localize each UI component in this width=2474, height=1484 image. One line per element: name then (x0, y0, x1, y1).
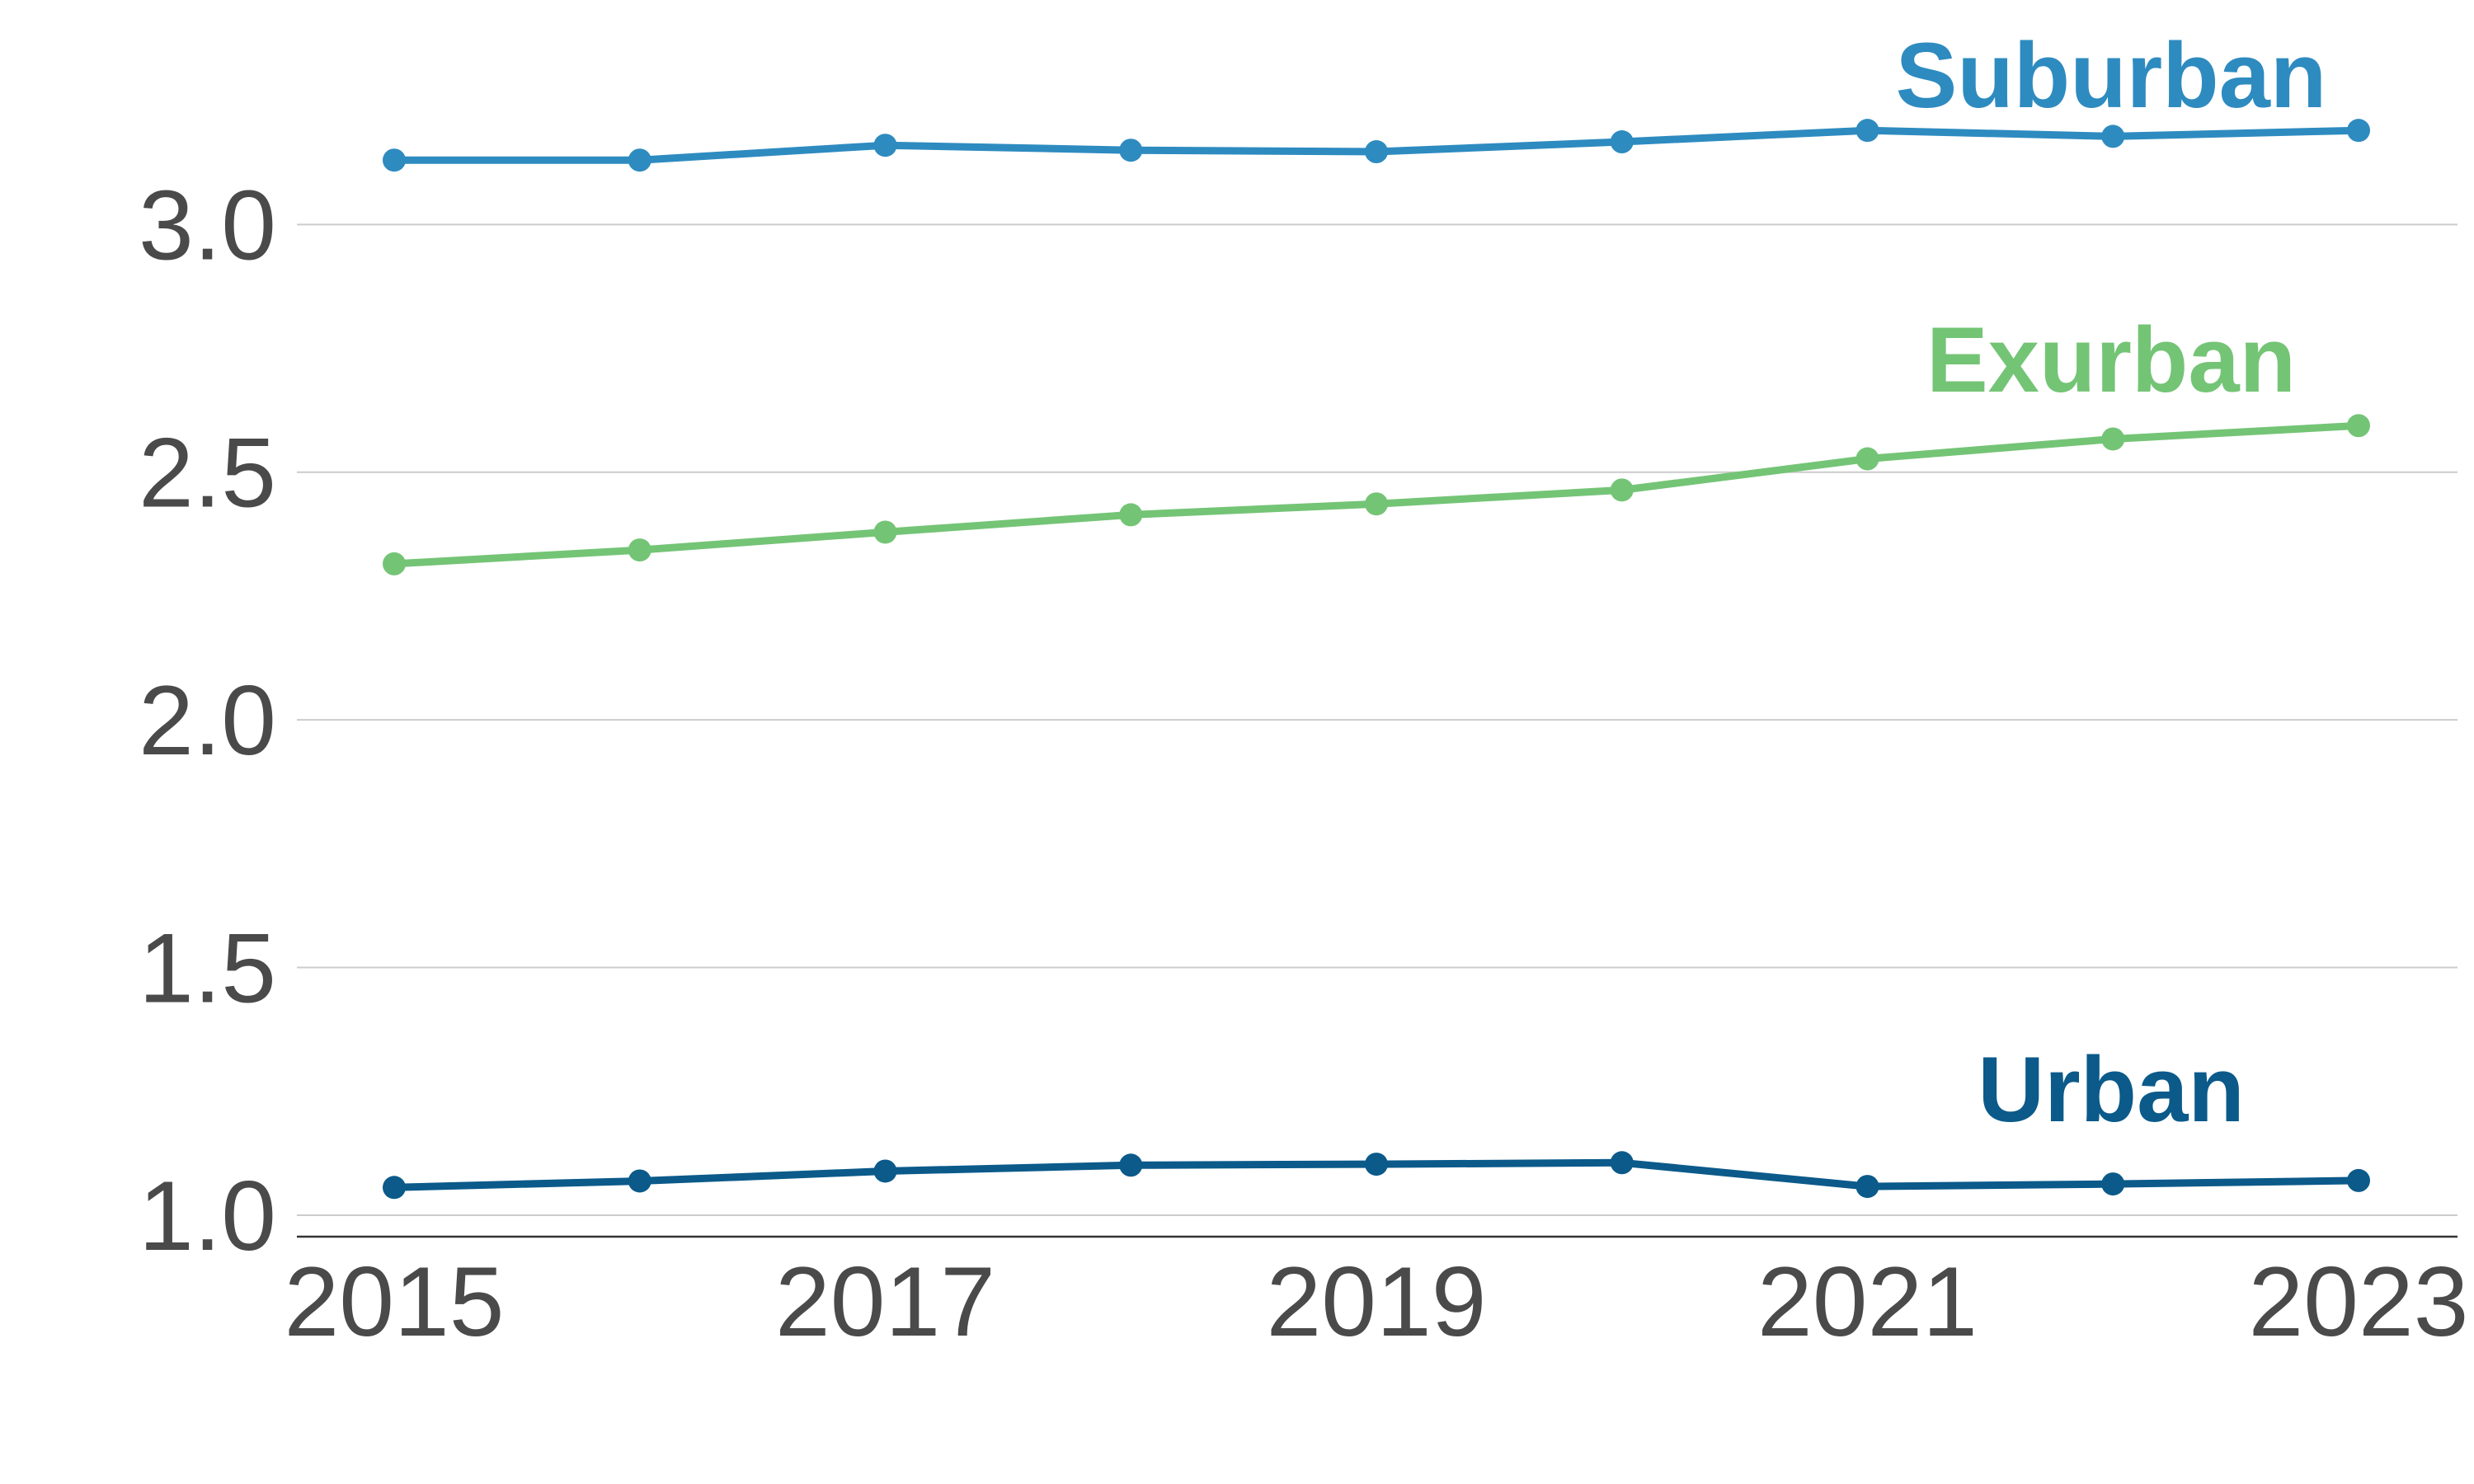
y-tick-label: 3.0 (139, 170, 276, 280)
data-point-urban-2020 (1610, 1151, 1634, 1175)
series-label-urban: Urban (1978, 1038, 2245, 1141)
data-point-suburban-2018 (1119, 139, 1143, 162)
data-point-exurban-2016 (628, 538, 651, 562)
x-axis-tick-labels: 2015 2017 2019 2021 2023 (285, 1247, 2469, 1357)
x-tick-label: 2015 (285, 1247, 505, 1357)
series-urban (383, 1151, 2370, 1200)
data-point-exurban-2017 (873, 520, 897, 544)
y-axis-tick-labels: 1.0 1.5 2.0 2.5 3.0 (139, 170, 276, 1271)
data-point-urban-2023 (2347, 1168, 2370, 1192)
series-suburban (383, 119, 2370, 172)
series-label-suburban: Suburban (1896, 24, 2327, 127)
data-point-urban-2022 (2101, 1172, 2125, 1196)
data-point-exurban-2021 (1856, 447, 1879, 471)
data-point-urban-2017 (873, 1159, 897, 1183)
data-point-exurban-2023 (2347, 414, 2370, 438)
data-point-suburban-2016 (628, 148, 651, 172)
y-tick-label: 2.0 (139, 665, 276, 776)
data-point-suburban-2017 (873, 134, 897, 157)
series-label-exurban: Exurban (1926, 308, 2296, 411)
data-point-suburban-2015 (383, 148, 406, 172)
data-point-exurban-2019 (1365, 492, 1388, 516)
data-point-exurban-2018 (1119, 503, 1143, 527)
y-tick-label: 2.5 (139, 418, 276, 528)
data-point-suburban-2019 (1365, 140, 1388, 164)
data-point-exurban-2015 (383, 552, 406, 575)
x-tick-label: 2021 (1757, 1247, 1978, 1357)
y-tick-label: 1.5 (139, 913, 276, 1024)
data-point-urban-2018 (1119, 1153, 1143, 1177)
data-point-suburban-2021 (1856, 119, 1879, 143)
data-point-suburban-2023 (2347, 119, 2370, 143)
series-exurban (383, 414, 2370, 575)
data-point-suburban-2020 (1610, 130, 1634, 154)
series-labels: Suburban Exurban Urban (1896, 24, 2327, 1141)
data-point-urban-2015 (383, 1176, 406, 1200)
series (383, 119, 2370, 1200)
data-point-urban-2021 (1856, 1175, 1879, 1199)
data-point-suburban-2022 (2101, 124, 2125, 148)
x-tick-label: 2019 (1267, 1247, 1487, 1357)
data-point-urban-2016 (628, 1169, 651, 1193)
data-point-urban-2019 (1365, 1153, 1388, 1176)
y-tick-label: 1.0 (139, 1161, 276, 1271)
x-tick-label: 2017 (775, 1247, 995, 1357)
gridlines (297, 223, 2458, 1216)
data-point-exurban-2022 (2101, 427, 2125, 451)
data-point-exurban-2020 (1610, 478, 1634, 502)
x-tick-label: 2023 (2249, 1247, 2469, 1357)
